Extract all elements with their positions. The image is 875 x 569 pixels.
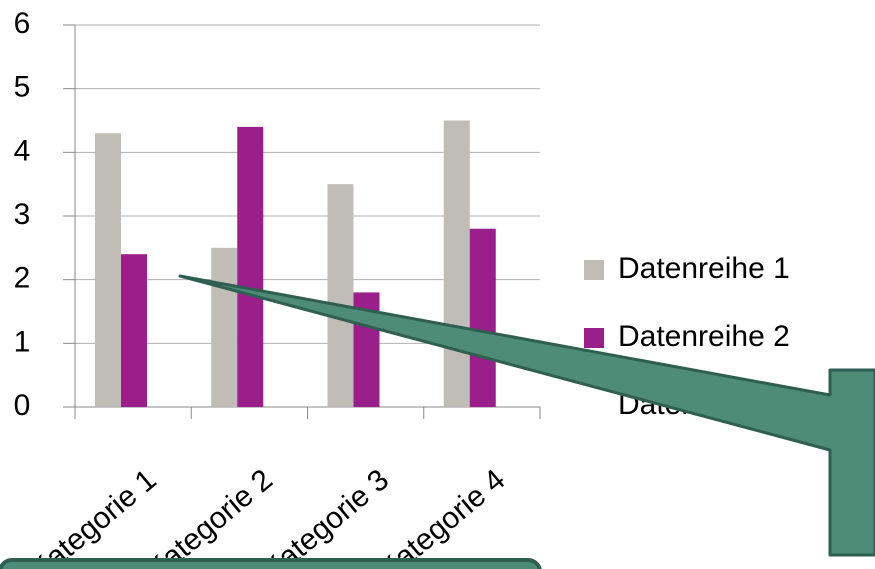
y-tick-label: 3: [14, 198, 31, 231]
legend-label: Datenreihe 1: [618, 252, 790, 285]
bar: [237, 126, 264, 407]
y-tick-label: 5: [14, 71, 31, 104]
legend-label: Datenreihe 2: [618, 320, 790, 353]
x-tick-label: Kategorie 2: [140, 463, 279, 569]
legend-swatch: [584, 328, 604, 348]
bar: [211, 247, 238, 407]
x-tick-label: Kategorie 4: [373, 463, 512, 569]
y-tick-label: 4: [14, 134, 31, 167]
bar: [443, 120, 470, 407]
bar: [95, 133, 121, 407]
callout-box: [0, 558, 542, 569]
x-tick-label: Kategorie 3: [256, 463, 395, 569]
y-tick-label: 6: [14, 7, 31, 40]
bar: [121, 254, 147, 407]
callout: [178, 274, 875, 557]
y-tick-label: 0: [14, 389, 31, 422]
bar: [327, 184, 354, 407]
bar: [469, 228, 496, 407]
legend-swatch: [584, 260, 604, 280]
x-tick-label: Kategorie 1: [24, 463, 163, 569]
y-tick-label: 1: [14, 325, 31, 358]
y-tick-label: 2: [14, 262, 31, 295]
